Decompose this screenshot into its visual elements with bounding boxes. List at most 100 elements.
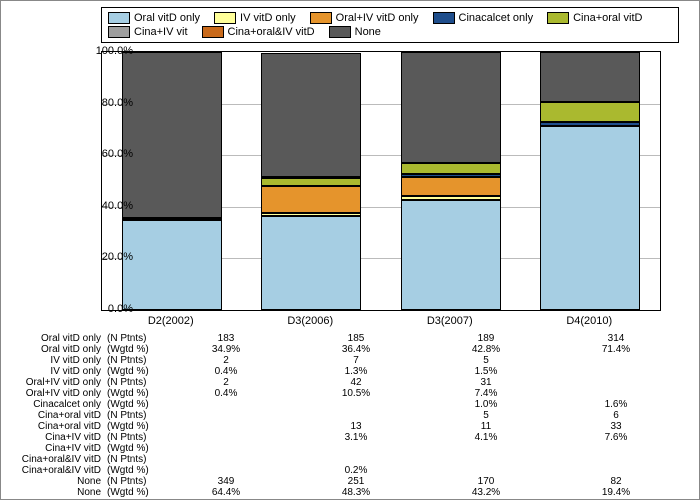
legend-label: Cina+oral&IV vitD (228, 25, 315, 39)
x-tick-label: D3(2007) (380, 315, 520, 327)
row-label: Cina+oral&IV vitD (1, 454, 103, 465)
legend-label: Cina+oral vitD (573, 11, 642, 25)
row-sublabel: (Wgtd %) (103, 399, 161, 410)
bar-segment (401, 163, 501, 174)
row-sublabel: (N Ptnts) (103, 355, 161, 366)
row-sublabel: (Wgtd %) (103, 487, 161, 498)
table-cell: 82 (551, 476, 681, 487)
y-tick-label: 60.0% (83, 148, 133, 160)
y-tick-label: 20.0% (83, 251, 133, 263)
data-table: Oral vitD only(N Ptnts)183185189314Oral … (1, 333, 693, 498)
table-row: Cina+oral&IV vitD(Wgtd %) 0.2% (1, 465, 693, 476)
table-cell: 170 (421, 476, 551, 487)
legend-label: Cina+IV vit (134, 25, 188, 39)
row-sublabel: (Wgtd %) (103, 344, 161, 355)
y-tick-label: 0.0% (83, 303, 133, 315)
legend-item: Cinacalcet only (433, 11, 534, 25)
table-row: Cina+IV vitD(N Ptnts)3.1%4.1%7.6% (1, 432, 693, 443)
bar-segment (122, 52, 222, 218)
bar-segment (540, 102, 640, 122)
x-tick-label: D4(2010) (519, 315, 659, 327)
table-cell: 1.3% (291, 366, 421, 377)
legend: Oral vitD only IV vitD only Oral+IV vitD o… (101, 7, 679, 43)
table-row: Oral+IV vitD only(Wgtd %)0.4%10.5%7.4% (1, 388, 693, 399)
table-cell: 183 (161, 333, 291, 344)
legend-label: Oral vitD only (134, 11, 200, 25)
x-tick-label: D2(2002) (101, 315, 241, 327)
table-cell: 7.6% (551, 432, 681, 443)
bar-segment (261, 213, 361, 216)
row-sublabel: (N Ptnts) (103, 432, 161, 443)
legend-swatch (202, 26, 224, 38)
table-cell: 64.4% (161, 487, 291, 498)
table-cell: 3.1% (291, 432, 421, 443)
bar-segment (261, 53, 361, 178)
bar-group (401, 52, 501, 310)
row-label: Cina+oral&IV vitD (1, 465, 103, 476)
bar-segment (401, 52, 501, 163)
table-cell: 0.2% (291, 465, 421, 476)
table-cell: 5 (421, 355, 551, 366)
legend-label: Cinacalcet only (459, 11, 534, 25)
y-tick-label: 80.0% (83, 97, 133, 109)
row-label: IV vitD only (1, 355, 103, 366)
bar-segment (401, 200, 501, 310)
x-tick-label: D3(2006) (240, 315, 380, 327)
row-sublabel: (N Ptnts) (103, 476, 161, 487)
bar-segment (540, 52, 640, 102)
legend-item: Cina+oral&IV vitD (202, 25, 315, 39)
bar-segment (540, 126, 640, 310)
legend-item: IV vitD only (214, 11, 296, 25)
row-sublabel: (Wgtd %) (103, 366, 161, 377)
row-sublabel: (N Ptnts) (103, 410, 161, 421)
bar-group (122, 52, 222, 310)
row-label: None (1, 487, 103, 498)
legend-label: Oral+IV vitD only (336, 11, 419, 25)
table-row: Cina+oral vitD(N Ptnts)56 (1, 410, 693, 421)
table-cell: 189 (421, 333, 551, 344)
legend-item: None (329, 25, 381, 39)
table-row: Oral vitD only(N Ptnts)183185189314 (1, 333, 693, 344)
bar-segment (401, 174, 501, 177)
bar-segment (261, 216, 361, 310)
legend-swatch (433, 12, 455, 24)
table-cell: 251 (291, 476, 421, 487)
table-row: Oral vitD only(Wgtd %)34.9%36.4%42.8%71.… (1, 344, 693, 355)
legend-item: Oral vitD only (108, 11, 200, 25)
row-sublabel: (N Ptnts) (103, 454, 161, 465)
table-cell: 314 (551, 333, 681, 344)
table-cell: 34.9% (161, 344, 291, 355)
row-label: Oral+IV vitD only (1, 388, 103, 399)
row-label: Oral vitD only (1, 333, 103, 344)
table-cell: 0.4% (161, 366, 291, 377)
bar-segment (261, 178, 361, 186)
plot-area (101, 51, 661, 311)
table-cell: 4.1% (421, 432, 551, 443)
table-row: Cina+oral vitD(Wgtd %)131133 (1, 421, 693, 432)
row-label: None (1, 476, 103, 487)
legend-swatch (329, 26, 351, 38)
bar-segment (122, 220, 222, 310)
table-row: IV vitD only(N Ptnts)275 (1, 355, 693, 366)
bar-segment (540, 122, 640, 126)
table-cell: 13 (291, 421, 421, 432)
table-row: IV vitD only(Wgtd %)0.4%1.3%1.5% (1, 366, 693, 377)
table-cell: 42 (291, 377, 421, 388)
table-cell: 7.4% (421, 388, 551, 399)
table-cell: 6 (551, 410, 681, 421)
legend-swatch (310, 12, 332, 24)
table-cell: 10.5% (291, 388, 421, 399)
row-label: IV vitD only (1, 366, 103, 377)
legend-item: Cina+oral vitD (547, 11, 642, 25)
row-label: Cina+IV vitD (1, 443, 103, 454)
bar-segment (401, 177, 501, 196)
table-cell: 5 (421, 410, 551, 421)
table-cell: 1.0% (421, 399, 551, 410)
table-row: None(N Ptnts)34925117082 (1, 476, 693, 487)
table-cell: 1.5% (421, 366, 551, 377)
table-cell: 7 (291, 355, 421, 366)
row-sublabel: (Wgtd %) (103, 465, 161, 476)
legend-swatch (108, 26, 130, 38)
table-cell: 2 (161, 377, 291, 388)
legend-label: None (355, 25, 381, 39)
